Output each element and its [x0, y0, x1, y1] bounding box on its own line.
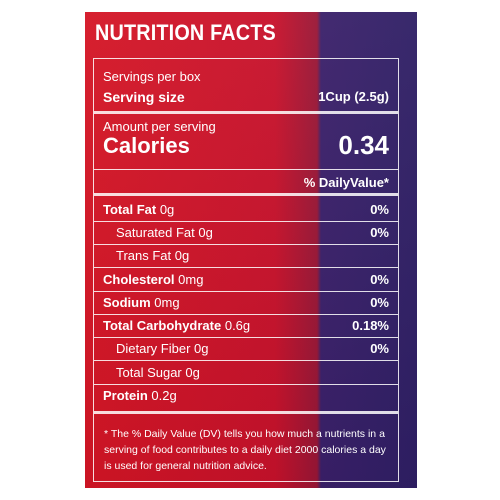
divider — [94, 221, 398, 222]
nutrient-amount: 0.2g — [151, 388, 177, 403]
nutrient-amount: 0g — [194, 341, 209, 356]
daily-value-header: % DailyValue* — [303, 175, 389, 190]
nutrient-amount: 0g — [174, 248, 190, 263]
nutrient-name: Dietary Fiber — [116, 341, 191, 356]
nutrient-amount: 0mg — [154, 295, 180, 310]
divider — [94, 314, 398, 315]
nutrient-amount: 0mg — [178, 272, 204, 287]
nutrient-name: Trans Fat — [116, 248, 172, 263]
divider — [94, 337, 398, 338]
divider — [94, 244, 398, 245]
divider-thick — [94, 193, 398, 196]
nutrient-name: Total Fat — [103, 202, 157, 217]
nutrient-amount: 0.6g — [224, 318, 251, 333]
nutrient-name: Saturated Fat — [116, 225, 195, 240]
daily-value-footnote: * The % Daily Value (DV) tells you how m… — [104, 428, 386, 472]
nutrient-name: Total Carbohydrate — [103, 318, 222, 333]
label-title: NUTRITION FACTS — [95, 20, 276, 45]
nutrient-name: Sodium — [103, 295, 151, 310]
divider — [94, 169, 398, 170]
nutrient-amount: 0g — [159, 202, 175, 217]
serving-size-value: 1Cup (2.5g) — [318, 89, 389, 104]
nutrient-dv: 0% — [370, 272, 389, 287]
nutrient-name: Cholesterol — [103, 272, 175, 287]
servings-per-box-label: Servings per box — [103, 69, 201, 84]
divider — [94, 360, 398, 361]
serving-size-label: Serving size — [103, 89, 185, 105]
nutrient-dv: 0% — [370, 341, 389, 356]
calories-label: Calories — [103, 133, 190, 158]
nutrient-amount: 0g — [185, 365, 200, 380]
amount-per-serving-label: Amount per serving — [103, 119, 216, 134]
nutrient-amount: 0g — [198, 225, 213, 240]
divider — [94, 384, 398, 385]
nutrient-dv: 0% — [370, 202, 389, 217]
divider — [94, 291, 398, 292]
divider-thick — [94, 411, 398, 414]
nutrition-table: Servings per box Serving size 1Cup (2.5g… — [93, 58, 399, 482]
nutrient-name: Total Sugar — [116, 365, 182, 380]
divider — [94, 267, 398, 268]
calories-value: 0.34 — [338, 130, 389, 160]
nutrition-label-panel: NUTRITION FACTS Servings per box Serving… — [85, 12, 417, 488]
divider-thick — [94, 111, 398, 114]
nutrient-name: Protein — [103, 388, 148, 403]
nutrient-dv: 0% — [370, 295, 389, 310]
nutrient-dv: 0.18% — [352, 318, 389, 333]
nutrient-dv: 0% — [370, 225, 389, 240]
